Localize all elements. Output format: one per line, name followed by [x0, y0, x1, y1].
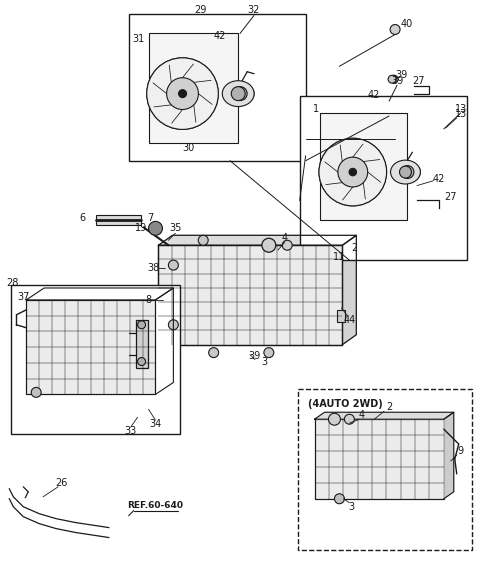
Circle shape: [338, 157, 368, 187]
Text: 3: 3: [348, 502, 354, 512]
Circle shape: [344, 414, 354, 424]
Bar: [300, 96, 467, 260]
Bar: [337, 310, 346, 322]
Text: 9: 9: [457, 446, 464, 456]
Text: 8: 8: [145, 295, 152, 305]
Circle shape: [335, 494, 344, 504]
Bar: [158, 245, 342, 345]
Text: 3: 3: [262, 356, 268, 367]
Ellipse shape: [226, 83, 254, 104]
Bar: [158, 245, 342, 345]
Text: 39: 39: [395, 70, 407, 80]
Circle shape: [388, 76, 396, 83]
Bar: [148, 34, 238, 143]
Text: 6: 6: [80, 213, 86, 224]
Circle shape: [328, 413, 340, 425]
Circle shape: [399, 166, 411, 178]
Circle shape: [319, 138, 386, 206]
Text: 7: 7: [147, 213, 154, 224]
Text: REF.60-640: REF.60-640: [128, 501, 183, 510]
Circle shape: [147, 58, 218, 129]
Text: 29: 29: [194, 5, 206, 15]
Bar: [136, 320, 147, 368]
Circle shape: [390, 25, 400, 34]
Circle shape: [349, 168, 357, 176]
Circle shape: [148, 221, 162, 235]
Text: 26: 26: [55, 478, 67, 488]
Text: 2: 2: [386, 402, 392, 412]
Text: 4: 4: [282, 233, 288, 243]
Text: 37: 37: [17, 292, 29, 302]
Circle shape: [147, 58, 218, 129]
Text: 32: 32: [248, 5, 260, 15]
Polygon shape: [444, 412, 454, 499]
Bar: [12, 285, 180, 434]
Text: 27: 27: [413, 76, 425, 86]
Bar: [96, 216, 141, 225]
Circle shape: [138, 321, 145, 329]
Circle shape: [231, 87, 245, 101]
Text: 11: 11: [333, 252, 346, 262]
Text: 39: 39: [249, 351, 261, 360]
Text: 42: 42: [214, 31, 226, 41]
Bar: [314, 419, 444, 499]
Circle shape: [138, 358, 145, 366]
Ellipse shape: [391, 160, 420, 184]
Circle shape: [168, 320, 179, 329]
Bar: [26, 300, 156, 394]
Text: 33: 33: [124, 426, 137, 436]
Polygon shape: [158, 235, 356, 245]
Circle shape: [401, 166, 414, 178]
Circle shape: [282, 240, 292, 250]
Text: 13: 13: [455, 104, 467, 114]
Text: 28: 28: [6, 278, 19, 288]
Circle shape: [390, 76, 398, 83]
Text: 42: 42: [432, 174, 445, 184]
Text: 34: 34: [149, 419, 162, 429]
Circle shape: [209, 348, 218, 358]
Text: 38: 38: [147, 263, 160, 273]
Circle shape: [233, 87, 247, 101]
Text: 30: 30: [182, 143, 194, 153]
Text: 4: 4: [358, 410, 364, 420]
Circle shape: [167, 78, 198, 109]
Polygon shape: [342, 235, 356, 345]
Text: 13: 13: [455, 109, 467, 119]
Circle shape: [264, 348, 274, 358]
Ellipse shape: [395, 162, 420, 182]
Bar: [314, 419, 444, 499]
Circle shape: [168, 260, 179, 270]
Text: 40: 40: [401, 18, 413, 29]
Text: 39: 39: [391, 76, 403, 86]
Text: 35: 35: [169, 223, 181, 233]
Circle shape: [31, 387, 41, 398]
Text: 27: 27: [444, 192, 457, 201]
Bar: [320, 113, 407, 220]
Text: 1: 1: [312, 104, 319, 114]
Circle shape: [198, 235, 208, 245]
Text: (4AUTO 2WD): (4AUTO 2WD): [308, 399, 383, 410]
Circle shape: [179, 90, 187, 98]
Polygon shape: [26, 288, 173, 300]
Circle shape: [262, 239, 276, 252]
Polygon shape: [156, 288, 173, 394]
Circle shape: [319, 138, 386, 206]
Text: 2: 2: [351, 243, 358, 253]
Bar: [26, 300, 156, 394]
Text: 31: 31: [132, 34, 144, 45]
Text: 44: 44: [343, 315, 356, 325]
Ellipse shape: [222, 81, 254, 106]
Bar: [129, 14, 306, 161]
Bar: [298, 390, 472, 550]
Text: 19: 19: [134, 223, 147, 233]
Polygon shape: [314, 412, 454, 419]
Text: 42: 42: [368, 90, 381, 100]
